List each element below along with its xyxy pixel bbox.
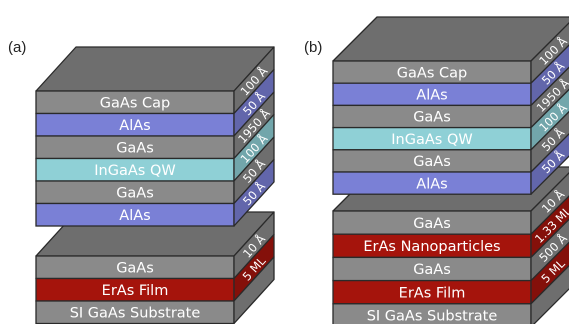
- layer-label: GaAs: [413, 110, 451, 126]
- panel-label-1: (b): [304, 39, 322, 56]
- layer-label: ErAs Film: [102, 283, 169, 299]
- layer-label: GaAs Cap: [397, 65, 467, 81]
- layer-label: ErAs Nanoparticles: [363, 239, 500, 255]
- layer-side-gray: [530, 218, 569, 282]
- layer-label: ErAs Film: [399, 285, 466, 301]
- panel-1-block-0-top-face: [332, 16, 569, 62]
- layer-side-blue: [530, 44, 569, 107]
- layer-label: GaAs: [116, 185, 154, 201]
- layer-side-gray: [530, 172, 569, 235]
- layer-label: GaAs: [116, 260, 154, 276]
- layer-label: GaAs: [413, 262, 451, 278]
- panel-label-0: (a): [8, 39, 26, 56]
- layer-side-gray: [530, 264, 569, 324]
- layer-label: AlAs: [119, 208, 150, 224]
- layer-side-gray: [530, 110, 569, 173]
- layer-side-gray: [233, 256, 275, 324]
- layer-label: GaAs: [413, 154, 451, 170]
- layer-label: InGaAs QW: [391, 132, 472, 148]
- layer-side-red: [530, 195, 569, 259]
- layer-label: AlAs: [416, 176, 447, 192]
- layer-side-blue: [530, 133, 569, 195]
- layer-label: SI GaAs Substrate: [367, 309, 498, 324]
- layer-label: AlAs: [416, 88, 447, 104]
- layer-label: SI GaAs Substrate: [70, 305, 201, 321]
- layer-side-gray: [530, 66, 569, 129]
- panel-0-block-0-top-face: [35, 46, 275, 92]
- layer-label: InGaAs QW: [94, 163, 175, 179]
- layer-side-cyan: [530, 88, 569, 151]
- layer-label: GaAs: [116, 140, 154, 156]
- layer-label: GaAs: [413, 216, 451, 232]
- layer-side-gray: [530, 22, 569, 84]
- layer-label: AlAs: [119, 118, 150, 134]
- layer-label: GaAs Cap: [100, 95, 170, 111]
- layer-side-blue: [233, 158, 275, 227]
- layer-side-red: [530, 241, 569, 305]
